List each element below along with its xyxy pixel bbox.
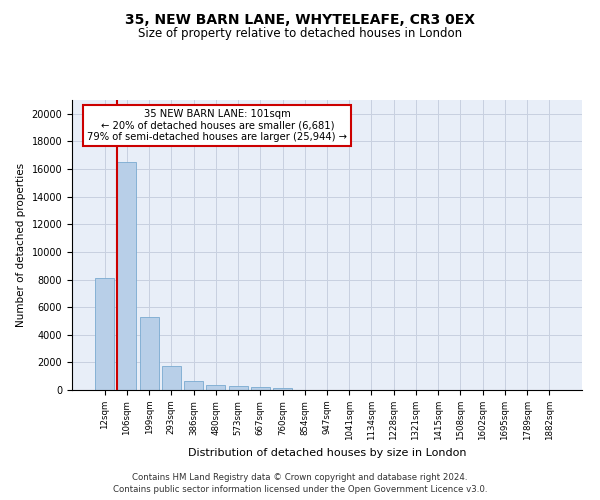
- Text: Contains public sector information licensed under the Open Government Licence v3: Contains public sector information licen…: [113, 485, 487, 494]
- Bar: [95, 278, 114, 390]
- Bar: [140, 317, 158, 390]
- Bar: [162, 366, 181, 390]
- Text: Contains HM Land Registry data © Crown copyright and database right 2024.: Contains HM Land Registry data © Crown c…: [132, 472, 468, 482]
- Bar: [273, 388, 292, 390]
- X-axis label: Distribution of detached houses by size in London: Distribution of detached houses by size …: [188, 448, 466, 458]
- Bar: [206, 385, 225, 390]
- Bar: [184, 381, 203, 390]
- Text: 35 NEW BARN LANE: 101sqm
← 20% of detached houses are smaller (6,681)
79% of sem: 35 NEW BARN LANE: 101sqm ← 20% of detach…: [88, 108, 347, 142]
- Text: 35, NEW BARN LANE, WHYTELEAFE, CR3 0EX: 35, NEW BARN LANE, WHYTELEAFE, CR3 0EX: [125, 12, 475, 26]
- Y-axis label: Number of detached properties: Number of detached properties: [16, 163, 26, 327]
- Bar: [118, 162, 136, 390]
- Bar: [251, 387, 270, 390]
- Text: Size of property relative to detached houses in London: Size of property relative to detached ho…: [138, 28, 462, 40]
- Bar: [229, 386, 248, 390]
